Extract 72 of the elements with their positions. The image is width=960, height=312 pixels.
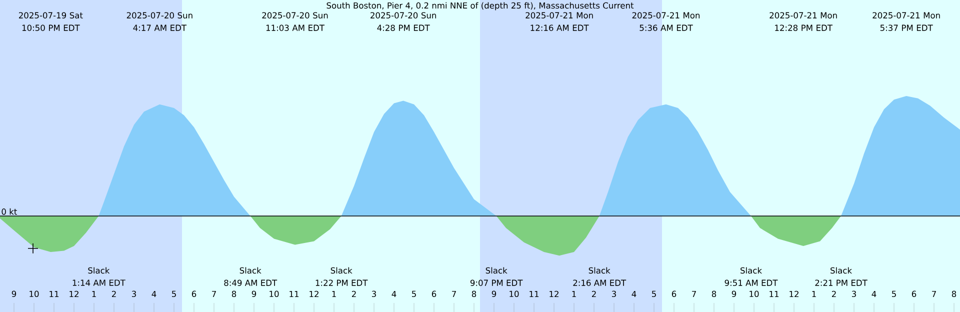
x-tick-label: 7 — [932, 290, 936, 297]
text: 1:14 AM EDT — [72, 280, 126, 286]
x-tick-label: 2 — [352, 290, 356, 297]
text: Slack — [486, 267, 508, 274]
text: 2:21 PM EDT — [815, 280, 868, 286]
x-tick-label: 8 — [952, 290, 956, 297]
text: Slack — [830, 267, 852, 274]
text: 9:51 AM EDT — [724, 280, 778, 286]
x-tick-label: 10 — [270, 290, 279, 297]
x-tick-label: 3 — [612, 290, 616, 297]
x-tick-label: 7 — [692, 290, 696, 297]
x2-tick-label: 2025-07-21 Mon 5:36 AM EDT — [632, 12, 700, 31]
x-tick-label: 5 — [412, 290, 416, 297]
text: Slack — [88, 267, 110, 274]
x-tick-label: 1 — [812, 290, 816, 297]
text: 2:16 AM EDT — [573, 280, 626, 286]
x-tick-label: 9 — [12, 290, 16, 297]
x-tick-label: 6 — [432, 290, 436, 297]
text: Slack — [240, 267, 262, 274]
x-tick-label: 2 — [832, 290, 836, 297]
x-tick-label: 3 — [132, 290, 136, 297]
x-tick-label: 5 — [172, 290, 176, 297]
text: 9:07 PM EDT — [470, 280, 523, 286]
x-tick-label: 9 — [732, 290, 736, 297]
x2-tick-label: 2025-07-21 Mon 5:37 PM EDT — [872, 12, 940, 31]
x2-tick-label: 2025-07-20 Sun 4:28 PM EDT — [370, 12, 436, 31]
x-tick-label: 4 — [872, 290, 876, 297]
text: 1:22 PM EDT — [316, 280, 368, 286]
x-tick-label: 1 — [92, 290, 96, 297]
text: Slack — [330, 267, 352, 274]
x-tick-label: 10 — [750, 290, 759, 297]
x-tick-label: 3 — [852, 290, 856, 297]
x-tick-label: 1 — [332, 290, 336, 297]
text: Slack — [740, 267, 762, 274]
x-tick-label: 10 — [510, 290, 519, 297]
x-tick-label: 11 — [290, 290, 299, 297]
x-tick-label: 12 — [550, 290, 558, 297]
x-tick-label: 6 — [192, 290, 196, 297]
x-tick-label: 8 — [712, 290, 716, 297]
ref-line-label: 0 kt — [2, 208, 17, 215]
x-tick-label: 7 — [212, 290, 216, 297]
x-tick-label: 11 — [770, 290, 779, 297]
x-tick-label: 2 — [592, 290, 596, 297]
x-tick-label: 12 — [790, 290, 798, 297]
x-tick-label: 11 — [50, 290, 59, 297]
x-tick-label: 6 — [912, 290, 916, 297]
x-tick-label: 8 — [232, 290, 236, 297]
x2-tick-label: 2025-07-19 Sat 10:50 PM EDT — [18, 12, 83, 31]
x-tick-label: 9 — [252, 290, 256, 297]
x2-tick-label: 2025-07-21 Mon 12:28 PM EDT — [770, 12, 837, 31]
x-tick-label: 6 — [672, 290, 676, 297]
chart-title: South Boston, Pier 4, 0.2 nmi NNE of (depth 25 ft), Massachusetts Current — [326, 2, 634, 10]
x-tick-label: 5 — [652, 290, 656, 297]
x-tick-label: 12 — [310, 290, 318, 297]
x-tick-label: 1 — [572, 290, 576, 297]
x-tick-label: 8 — [472, 290, 476, 297]
text: 8:49 AM EDT — [224, 280, 278, 286]
x-tick-label: 3 — [372, 290, 376, 297]
x-tick-label: 4 — [632, 290, 636, 297]
x-tick-label: 4 — [392, 290, 396, 297]
x-tick-label: 7 — [452, 290, 456, 297]
x-tick-label: 5 — [892, 290, 896, 297]
x2-tick-label: 2025-07-21 Mon 12:16 AM EDT — [526, 12, 593, 31]
text: Slack — [588, 267, 610, 274]
x-tick-label: 11 — [530, 290, 539, 297]
x2-tick-label: 2025-07-20 Sun 11:03 AM EDT — [262, 12, 328, 31]
x-tick-label: 10 — [30, 290, 39, 297]
x-tick-label: 2 — [112, 290, 116, 297]
x2-tick-label: 2025-07-20 Sun 4:17 AM EDT — [126, 12, 192, 31]
x-tick-label: 4 — [152, 290, 156, 297]
x-tick-label: 12 — [70, 290, 78, 297]
x-tick-label: 9 — [492, 290, 496, 297]
